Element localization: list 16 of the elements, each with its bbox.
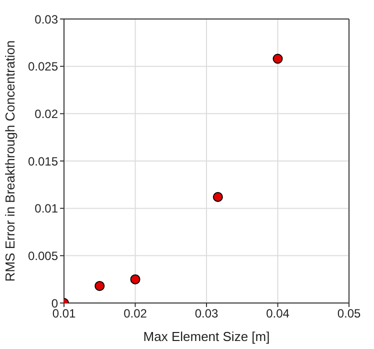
y-tick-label: 0.01 — [34, 202, 58, 216]
x-tick-label: 0.04 — [266, 306, 290, 321]
x-tick-label: 0.05 — [337, 306, 361, 321]
y-tick-label: 0.03 — [34, 12, 58, 26]
point — [94, 280, 105, 291]
y-tick-label: 0.025 — [28, 60, 58, 74]
y-tick-label: 0.005 — [28, 248, 58, 263]
x-axis-title: Max Element Size [m] — [143, 329, 270, 344]
y-axis-title: RMS Error in Breakthrough Concentration — [2, 40, 18, 282]
point — [130, 274, 140, 284]
x-tick-label: 0.02 — [124, 306, 148, 321]
point — [212, 192, 223, 202]
x-tick-label: 0.03 — [194, 306, 218, 321]
y-tick-label: 0.015 — [28, 154, 58, 168]
y-tick-label: 0.02 — [34, 106, 58, 121]
point — [272, 54, 283, 64]
